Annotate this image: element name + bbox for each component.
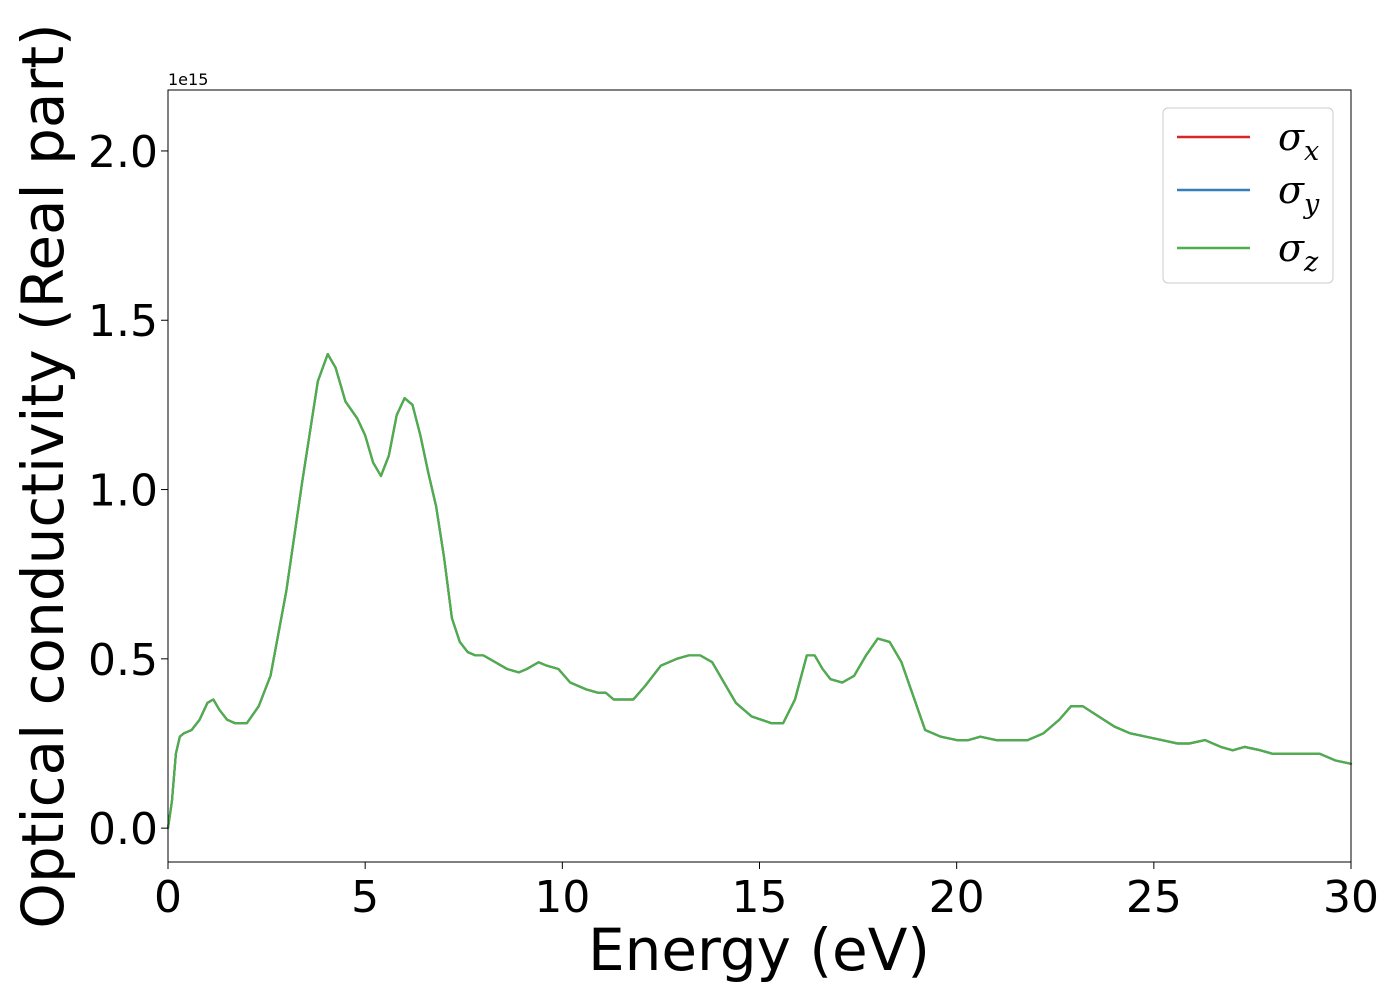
x-tick-label: 20 <box>929 872 985 923</box>
legend-symbol: σ <box>1278 226 1305 270</box>
legend-subscript: x <box>1304 136 1319 167</box>
y-tick-label: 2.0 <box>88 127 158 178</box>
legend-box <box>1162 107 1334 284</box>
legend-label: σz <box>1278 226 1319 278</box>
x-tick-label: 10 <box>534 872 590 923</box>
legend-symbol: σ <box>1278 168 1305 212</box>
y-tick-label: 1.5 <box>88 296 158 347</box>
x-tick-label: 0 <box>154 872 182 923</box>
x-tick-label: 30 <box>1323 872 1379 923</box>
legend-label: σy <box>1278 168 1320 220</box>
x-tick-label: 15 <box>732 872 788 923</box>
y-axis: 0.0 0.5 1.0 1.5 2.0 <box>88 127 168 855</box>
y-tick-label: 0.5 <box>88 635 158 686</box>
legend-subscript: y <box>1303 189 1320 220</box>
y-tick-label: 0.0 <box>88 804 158 855</box>
x-axis: 0 5 10 15 20 25 30 <box>154 862 1379 923</box>
legend-symbol: σ <box>1278 115 1305 159</box>
series-line-0 <box>166 353 1353 830</box>
legend-subscript: z <box>1303 247 1319 278</box>
x-axis-title: Energy (eV) <box>588 916 930 984</box>
series-line-1 <box>166 353 1353 830</box>
x-tick-label: 5 <box>351 872 379 923</box>
y-tick-label: 1.0 <box>88 466 158 517</box>
x-tick-label: 25 <box>1126 872 1182 923</box>
series-line-2 <box>166 353 1353 830</box>
series-layer <box>166 353 1353 830</box>
y-axis-title: Optical conductivity (Real part) <box>9 23 77 928</box>
y-offset-label: 1e15 <box>168 70 208 89</box>
legend-label: σx <box>1278 115 1319 167</box>
